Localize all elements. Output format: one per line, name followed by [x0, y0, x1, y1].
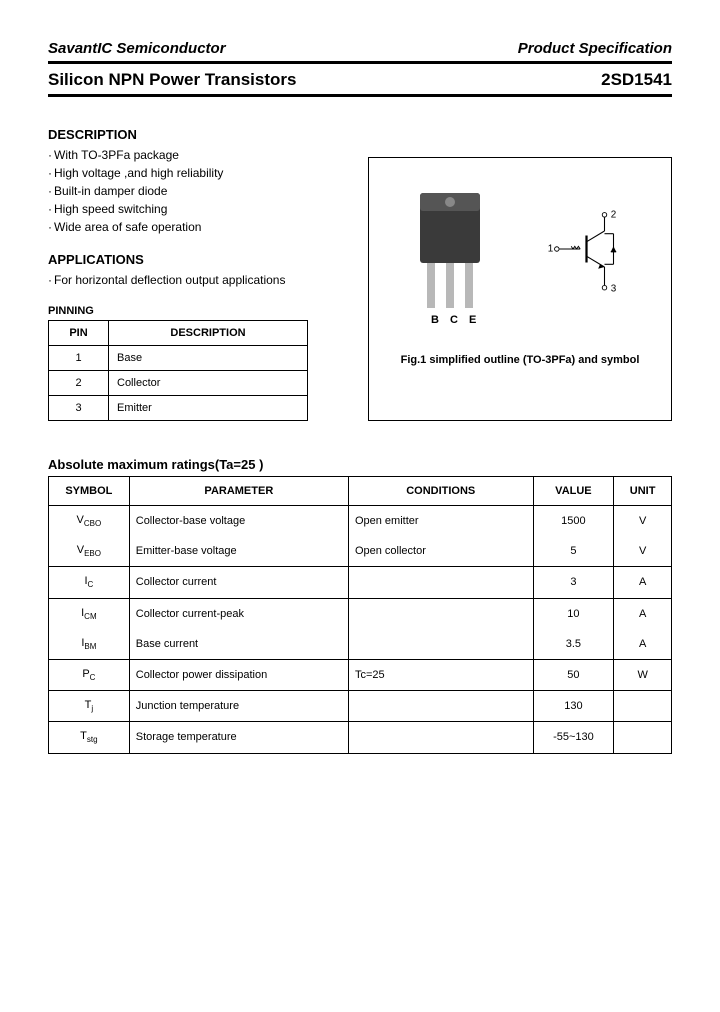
figure-caption: Fig.1 simplified outline (TO-3PFa) and s…: [379, 354, 661, 366]
rating-value: 50: [533, 659, 614, 690]
ratings-col-value: VALUE: [533, 477, 614, 506]
applications-item: For horizontal deflection output applica…: [48, 271, 348, 289]
rating-conditions: [348, 629, 533, 660]
pin-desc: Collector: [109, 371, 308, 396]
pin-number: 2: [49, 371, 109, 396]
svg-text:3: 3: [610, 283, 616, 294]
rating-symbol: VEBO: [49, 536, 130, 567]
rating-parameter: Collector power dissipation: [129, 659, 348, 690]
rating-parameter: Base current: [129, 629, 348, 660]
rating-unit: [614, 722, 672, 753]
rating-parameter: Emitter-base voltage: [129, 536, 348, 567]
table-row: TjJunction temperature 130: [49, 691, 672, 722]
description-item: Built-in damper diode: [48, 182, 348, 200]
description-item: Wide area of safe operation: [48, 218, 348, 236]
rating-value: 3: [533, 567, 614, 598]
rating-conditions: [348, 691, 533, 722]
table-row: 2Collector: [49, 371, 308, 396]
table-row: 1Base: [49, 346, 308, 371]
svg-text:B: B: [431, 314, 439, 326]
pin-desc: Emitter: [109, 396, 308, 421]
description-item: High speed switching: [48, 200, 348, 218]
rating-conditions: [348, 598, 533, 629]
rating-unit: A: [614, 598, 672, 629]
rating-symbol: Tj: [49, 691, 130, 722]
table-row: VCBOCollector-base voltageOpen emitter15…: [49, 506, 672, 537]
title-rule: [48, 94, 672, 97]
table-row: IBMBase current 3.5A: [49, 629, 672, 660]
rating-symbol: PC: [49, 659, 130, 690]
rating-parameter: Collector-base voltage: [129, 506, 348, 537]
ratings-col-symbol: SYMBOL: [49, 477, 130, 506]
rating-unit: V: [614, 506, 672, 537]
desc-col-header: DESCRIPTION: [109, 321, 308, 346]
pin-desc: Base: [109, 346, 308, 371]
table-row: 3Emitter: [49, 396, 308, 421]
table-row: ICCollector current 3A: [49, 567, 672, 598]
figure-box: B C E 1 2 3: [368, 157, 672, 421]
description-item: With TO-3PFa package: [48, 146, 348, 164]
table-row: ICMCollector current-peak 10A: [49, 598, 672, 629]
rating-symbol: VCBO: [49, 506, 130, 537]
applications-list: For horizontal deflection output applica…: [48, 271, 348, 289]
rating-value: 10: [533, 598, 614, 629]
rating-symbol: IBM: [49, 629, 130, 660]
rating-conditions: Open collector: [348, 536, 533, 567]
rating-parameter: Storage temperature: [129, 722, 348, 753]
page-title: Silicon NPN Power Transistors: [48, 70, 296, 90]
ratings-heading: Absolute maximum ratings(Ta=25 ): [48, 457, 672, 472]
rating-symbol: IC: [49, 567, 130, 598]
rating-unit: V: [614, 536, 672, 567]
rating-value: 130: [533, 691, 614, 722]
package-outline: B C E: [405, 183, 495, 333]
rating-parameter: Collector current-peak: [129, 598, 348, 629]
pinning-heading: PINNING: [48, 305, 348, 317]
description-item: High voltage ,and high reliability: [48, 164, 348, 182]
rating-value: 3.5: [533, 629, 614, 660]
rating-parameter: Junction temperature: [129, 691, 348, 722]
ratings-col-unit: UNIT: [614, 477, 672, 506]
rating-unit: [614, 691, 672, 722]
pin-number: 3: [49, 396, 109, 421]
company-name: SavantIC Semiconductor: [48, 40, 226, 57]
pinning-table: PIN DESCRIPTION 1Base2Collector3Emitter: [48, 320, 308, 421]
part-number: 2SD1541: [601, 70, 672, 90]
description-heading: DESCRIPTION: [48, 127, 348, 142]
description-list: With TO-3PFa packageHigh voltage ,and hi…: [48, 146, 348, 236]
header-rule: [48, 61, 672, 64]
transistor-symbol: 1 2 3: [546, 208, 636, 308]
rating-conditions: Tc=25: [348, 659, 533, 690]
svg-text:2: 2: [610, 210, 616, 221]
ratings-col-parameter: PARAMETER: [129, 477, 348, 506]
rating-parameter: Collector current: [129, 567, 348, 598]
table-row: PCCollector power dissipationTc=2550W: [49, 659, 672, 690]
table-row: TstgStorage temperature -55~130: [49, 722, 672, 753]
pin-number: 1: [49, 346, 109, 371]
ratings-table: SYMBOL PARAMETER CONDITIONS VALUE UNIT V…: [48, 476, 672, 754]
rating-unit: W: [614, 659, 672, 690]
applications-heading: APPLICATIONS: [48, 252, 348, 267]
rating-conditions: [348, 722, 533, 753]
pin-col-header: PIN: [49, 321, 109, 346]
svg-text:E: E: [469, 314, 476, 326]
rating-conditions: [348, 567, 533, 598]
rating-value: -55~130: [533, 722, 614, 753]
rating-symbol: ICM: [49, 598, 130, 629]
rating-conditions: Open emitter: [348, 506, 533, 537]
table-row: VEBOEmitter-base voltageOpen collector5V: [49, 536, 672, 567]
svg-text:C: C: [450, 314, 458, 326]
rating-unit: A: [614, 567, 672, 598]
doc-type: Product Specification: [518, 40, 672, 57]
rating-value: 1500: [533, 506, 614, 537]
rating-symbol: Tstg: [49, 722, 130, 753]
rating-unit: A: [614, 629, 672, 660]
svg-text:1: 1: [547, 244, 553, 255]
rating-value: 5: [533, 536, 614, 567]
ratings-col-conditions: CONDITIONS: [348, 477, 533, 506]
